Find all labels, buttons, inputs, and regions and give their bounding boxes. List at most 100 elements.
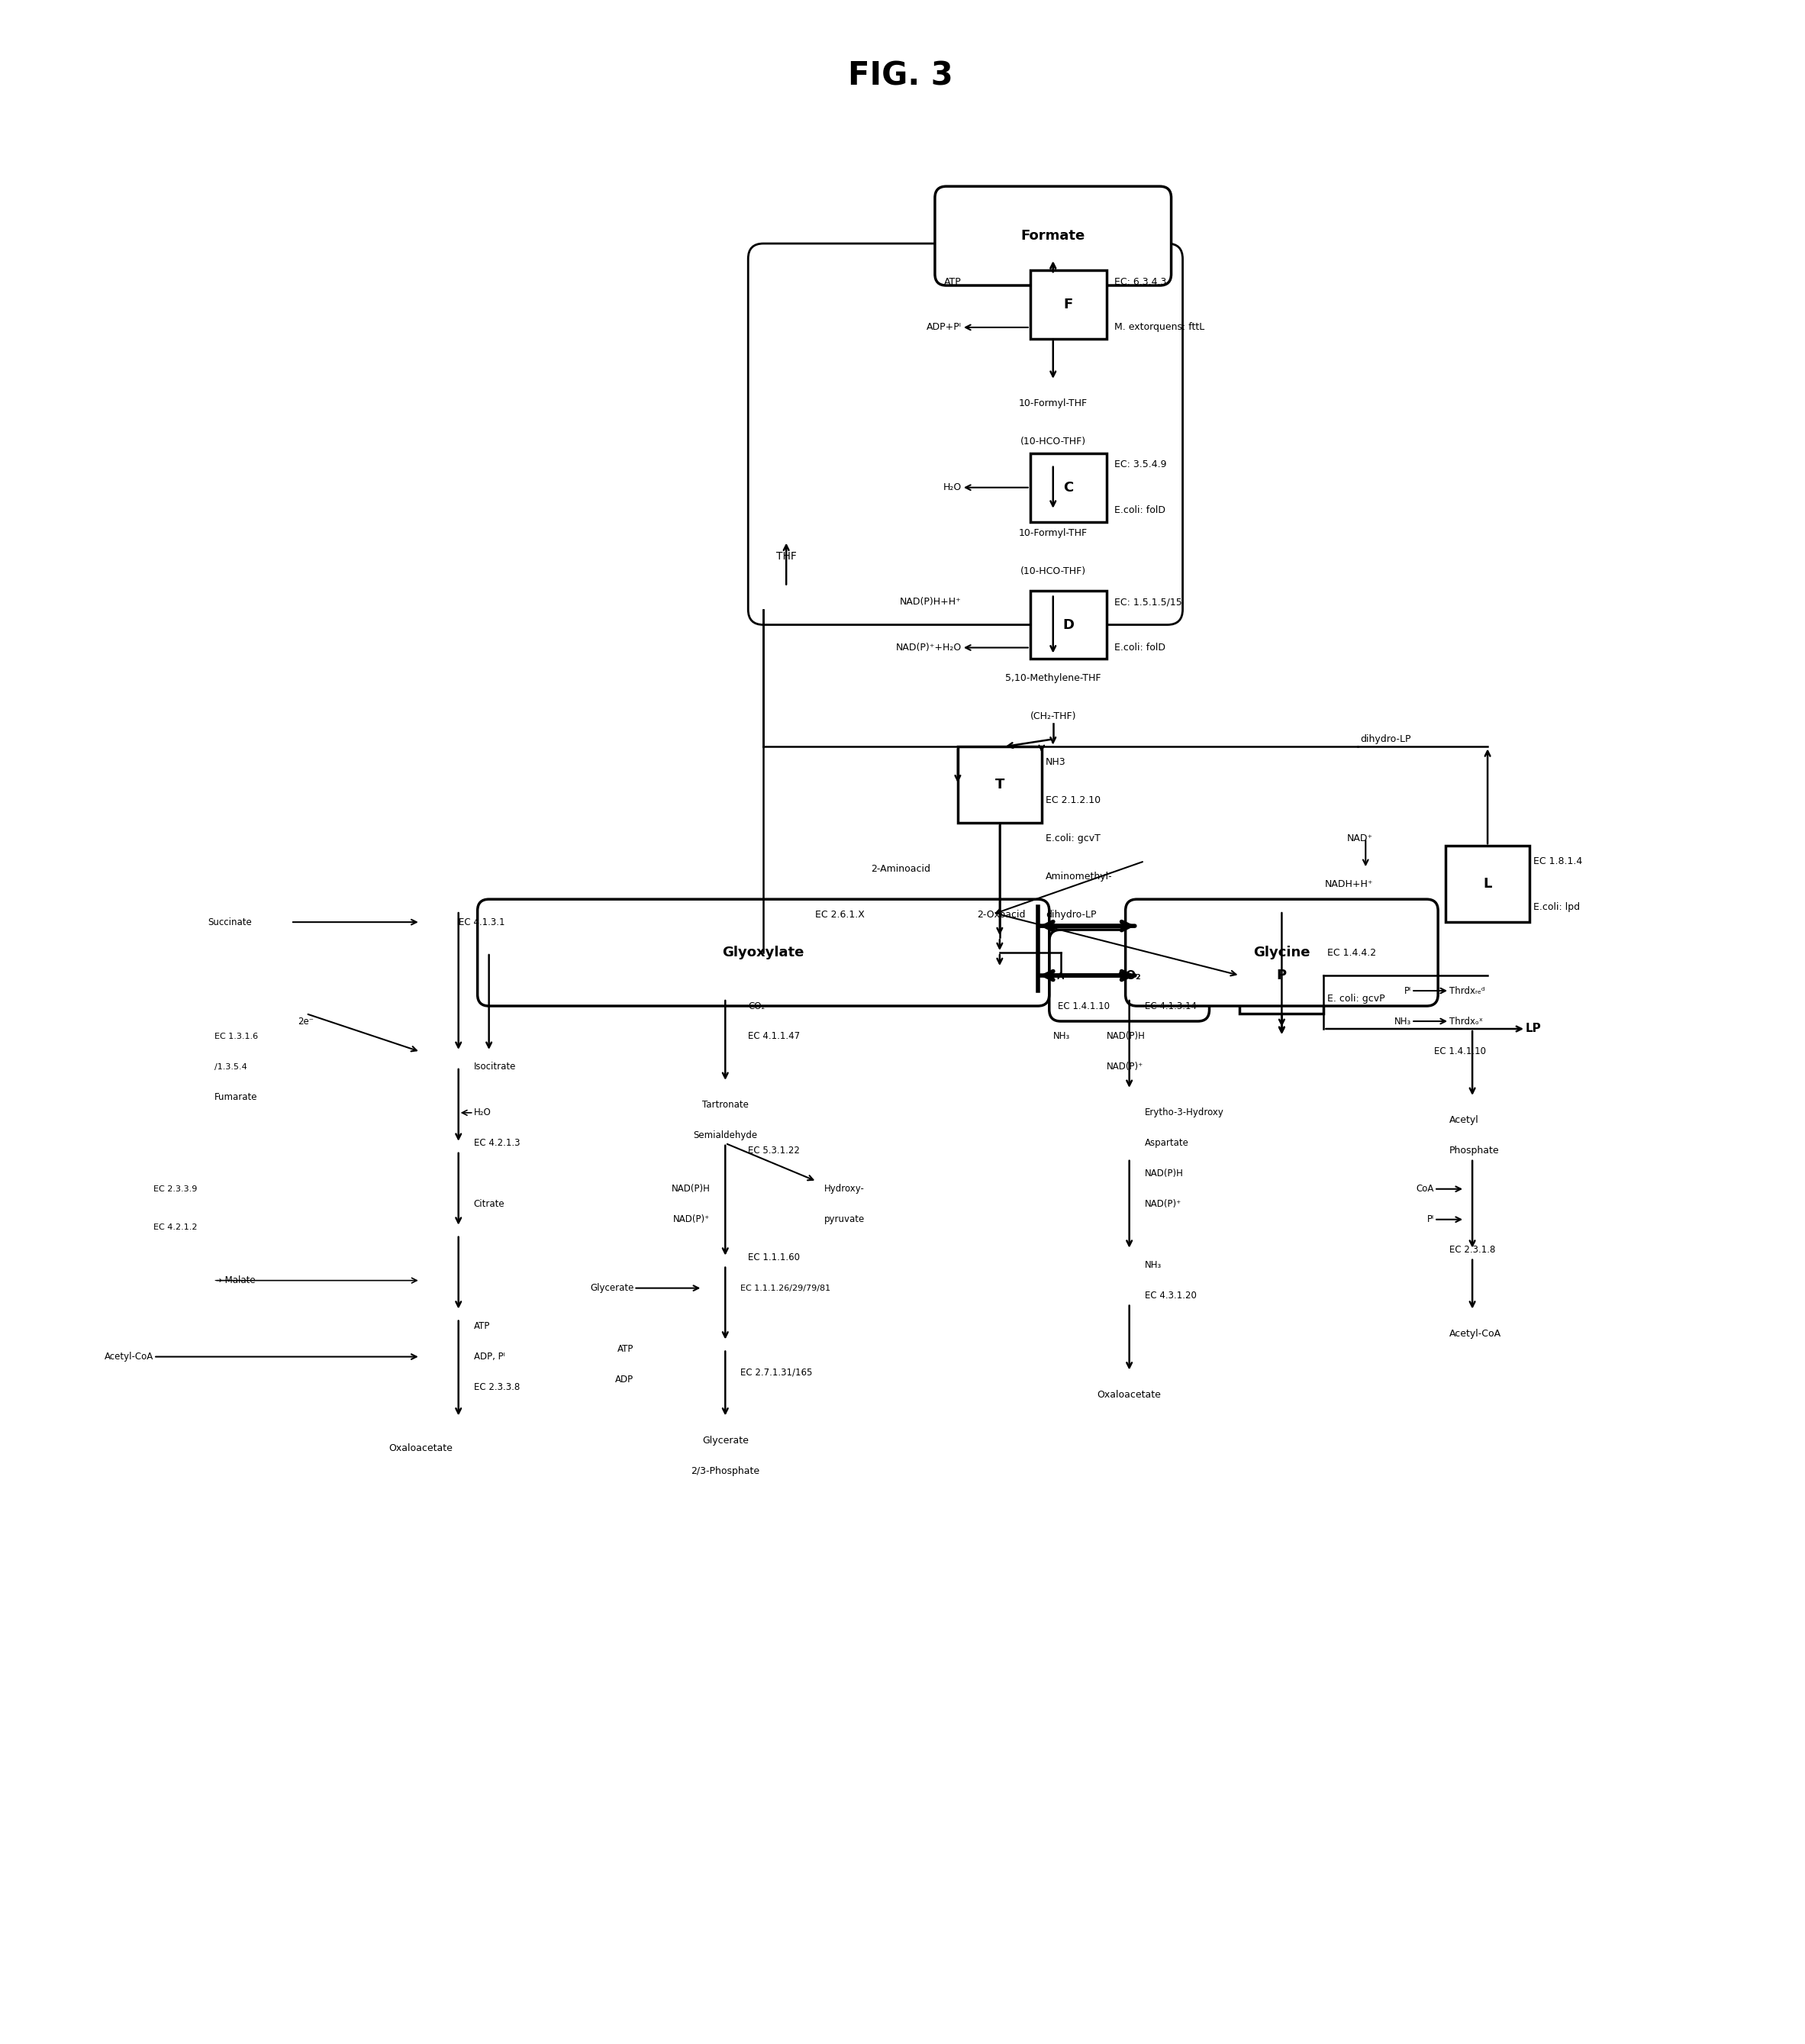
Text: 2-Aminoacid: 2-Aminoacid bbox=[870, 865, 930, 873]
Text: NAD(P)H: NAD(P)H bbox=[1106, 1032, 1144, 1042]
Text: ATP: ATP bbox=[617, 1345, 634, 1353]
Text: Isocitrate: Isocitrate bbox=[473, 1063, 516, 1071]
Text: EC 2.7.1.31/165: EC 2.7.1.31/165 bbox=[740, 1367, 812, 1378]
Text: E.coli: gcvT: E.coli: gcvT bbox=[1045, 834, 1101, 844]
Text: (CH₂-THF): (CH₂-THF) bbox=[1031, 711, 1076, 722]
Text: E.coli: folD: E.coli: folD bbox=[1114, 505, 1166, 515]
Text: EC 2.3.1.8: EC 2.3.1.8 bbox=[1449, 1245, 1496, 1255]
Text: EC 4.3.1.20: EC 4.3.1.20 bbox=[1144, 1290, 1197, 1300]
Text: Phosphate: Phosphate bbox=[1449, 1147, 1500, 1155]
Text: H₂O: H₂O bbox=[942, 482, 962, 493]
Text: FIG. 3: FIG. 3 bbox=[848, 59, 953, 92]
Text: NH3: NH3 bbox=[1045, 756, 1065, 766]
Text: (10-HCO-THF): (10-HCO-THF) bbox=[1020, 437, 1087, 448]
Text: NAD(P)H+H⁺: NAD(P)H+H⁺ bbox=[901, 597, 962, 607]
Text: NH₃: NH₃ bbox=[1144, 1261, 1161, 1269]
Text: NAD(P)⁺: NAD(P)⁺ bbox=[1144, 1200, 1180, 1210]
Bar bbox=[958, 746, 1041, 824]
Text: Glycine: Glycine bbox=[1253, 946, 1310, 959]
Text: EC 1.3.1.6: EC 1.3.1.6 bbox=[215, 1032, 258, 1040]
Text: EC 1.1.1.60: EC 1.1.1.60 bbox=[747, 1253, 800, 1263]
Text: Acetyl-CoA: Acetyl-CoA bbox=[1449, 1329, 1502, 1339]
Text: → Malate: → Malate bbox=[215, 1275, 256, 1286]
Text: E.coli: lpd: E.coli: lpd bbox=[1532, 901, 1579, 912]
Bar bbox=[1031, 454, 1106, 521]
Text: pyruvate: pyruvate bbox=[825, 1214, 865, 1224]
Text: EC 2.3.3.9: EC 2.3.3.9 bbox=[153, 1186, 197, 1194]
Bar bbox=[1031, 591, 1106, 658]
Text: Pᴵ: Pᴵ bbox=[1404, 985, 1412, 995]
Bar bbox=[1240, 938, 1323, 1014]
Text: Glycerate: Glycerate bbox=[702, 1435, 749, 1445]
Text: EC 1.4.4.2: EC 1.4.4.2 bbox=[1327, 948, 1377, 957]
Text: ATP: ATP bbox=[473, 1320, 489, 1331]
Text: LP: LP bbox=[1525, 1024, 1541, 1034]
Text: Glyoxylate: Glyoxylate bbox=[722, 946, 805, 959]
Text: Aminomethyl-: Aminomethyl- bbox=[1045, 871, 1112, 881]
FancyBboxPatch shape bbox=[1126, 899, 1439, 1006]
Bar bbox=[1031, 270, 1106, 339]
Text: EC 1.4.1.10: EC 1.4.1.10 bbox=[1058, 1002, 1110, 1012]
Text: EC 4.1.3.14: EC 4.1.3.14 bbox=[1144, 1002, 1197, 1012]
Text: P: P bbox=[1276, 969, 1287, 983]
Text: Glycerate: Glycerate bbox=[590, 1284, 634, 1294]
Text: NAD(P)⁺+H₂O: NAD(P)⁺+H₂O bbox=[895, 642, 962, 652]
Text: E. coli: gcvP: E. coli: gcvP bbox=[1327, 993, 1384, 1004]
Text: EC 1.4.1.10: EC 1.4.1.10 bbox=[1435, 1047, 1486, 1057]
Text: NH₃: NH₃ bbox=[1395, 1016, 1412, 1026]
Text: 2/3-Phosphate: 2/3-Phosphate bbox=[691, 1466, 760, 1476]
Text: EC 1.8.1.4: EC 1.8.1.4 bbox=[1532, 856, 1583, 867]
Text: EC 4.1.3.1: EC 4.1.3.1 bbox=[458, 918, 505, 928]
Text: NAD(P)H: NAD(P)H bbox=[1144, 1169, 1184, 1179]
Text: dihydro-LP: dihydro-LP bbox=[1361, 734, 1412, 744]
FancyBboxPatch shape bbox=[747, 243, 1182, 625]
Text: Fumarate: Fumarate bbox=[215, 1094, 258, 1102]
Text: M. extorquens: fttL: M. extorquens: fttL bbox=[1114, 323, 1204, 333]
Text: EC 4.1.1.47: EC 4.1.1.47 bbox=[747, 1032, 800, 1042]
Text: Hydroxy-: Hydroxy- bbox=[825, 1183, 865, 1194]
Text: EC: 1.5.1.5/15: EC: 1.5.1.5/15 bbox=[1114, 597, 1182, 607]
Text: Oxaloacetate: Oxaloacetate bbox=[388, 1443, 453, 1453]
Text: 2-Oxoacid: 2-Oxoacid bbox=[977, 910, 1025, 920]
Text: EC: 6.3.4.3: EC: 6.3.4.3 bbox=[1114, 276, 1166, 286]
Text: Thrdxₒˣ: Thrdxₒˣ bbox=[1449, 1016, 1484, 1026]
Text: EC 2.6.1.X: EC 2.6.1.X bbox=[814, 910, 865, 920]
Text: Citrate: Citrate bbox=[473, 1200, 505, 1210]
Text: EC 4.2.1.3: EC 4.2.1.3 bbox=[473, 1139, 520, 1149]
Text: 2e⁻: 2e⁻ bbox=[298, 1016, 314, 1026]
Text: Succinate: Succinate bbox=[208, 918, 251, 928]
Text: EC 2.1.2.10: EC 2.1.2.10 bbox=[1045, 795, 1101, 805]
Text: CoA: CoA bbox=[1417, 1183, 1435, 1194]
Bar bbox=[1446, 846, 1529, 922]
Text: Erytho-3-Hydroxy: Erytho-3-Hydroxy bbox=[1144, 1108, 1224, 1118]
Text: NAD(P)⁺: NAD(P)⁺ bbox=[673, 1214, 709, 1224]
Text: 5,10-Methylene-THF: 5,10-Methylene-THF bbox=[1005, 672, 1101, 683]
Text: THF: THF bbox=[776, 550, 796, 562]
Text: D: D bbox=[1063, 617, 1074, 632]
Text: CO₂: CO₂ bbox=[1117, 969, 1141, 981]
Text: Acetyl: Acetyl bbox=[1449, 1116, 1478, 1126]
Text: NADH+H⁺: NADH+H⁺ bbox=[1325, 879, 1374, 889]
Text: ATP: ATP bbox=[944, 276, 962, 286]
FancyBboxPatch shape bbox=[478, 899, 1049, 1006]
Text: EC 2.3.3.8: EC 2.3.3.8 bbox=[473, 1382, 520, 1392]
Text: 10-Formyl-THF: 10-Formyl-THF bbox=[1018, 399, 1087, 409]
Text: EC 5.3.1.22: EC 5.3.1.22 bbox=[747, 1147, 800, 1155]
Text: Acetyl-CoA: Acetyl-CoA bbox=[105, 1351, 153, 1361]
Text: C: C bbox=[1063, 480, 1074, 495]
Text: H₂O: H₂O bbox=[473, 1108, 491, 1118]
Text: Formate: Formate bbox=[1022, 229, 1085, 243]
Text: EC 1.1.1.26/29/79/81: EC 1.1.1.26/29/79/81 bbox=[740, 1284, 830, 1292]
Text: ADP: ADP bbox=[616, 1376, 634, 1384]
Text: Oxaloacetate: Oxaloacetate bbox=[1097, 1390, 1161, 1400]
Text: NH₃: NH₃ bbox=[1052, 1032, 1070, 1042]
Text: ADP+Pᴵ: ADP+Pᴵ bbox=[926, 323, 962, 333]
FancyBboxPatch shape bbox=[1049, 930, 1209, 1022]
Text: /1.3.5.4: /1.3.5.4 bbox=[215, 1063, 247, 1071]
Text: (10-HCO-THF): (10-HCO-THF) bbox=[1020, 566, 1087, 576]
Text: Pᴵ: Pᴵ bbox=[1428, 1214, 1435, 1224]
Text: NAD(P)H: NAD(P)H bbox=[671, 1183, 709, 1194]
Text: T: T bbox=[995, 779, 1004, 791]
FancyBboxPatch shape bbox=[935, 186, 1171, 286]
Text: EC: 3.5.4.9: EC: 3.5.4.9 bbox=[1114, 460, 1166, 470]
